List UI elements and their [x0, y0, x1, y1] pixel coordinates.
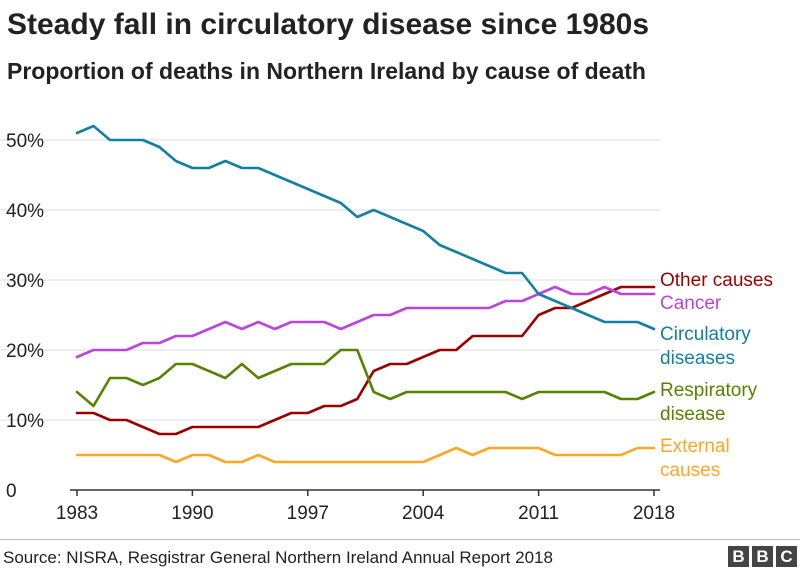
- series-label-respiratory-disease: disease: [660, 404, 726, 425]
- series-line-respiratory-disease: [75, 348, 656, 408]
- series-label-respiratory-disease: Respiratory: [660, 380, 758, 401]
- x-tick-label: 1983: [56, 503, 98, 524]
- gridlines: [0, 139, 660, 421]
- x-tick-label: 1990: [171, 503, 213, 524]
- y-tick-label: 50%: [6, 131, 44, 152]
- bbc-logo: B B C: [728, 546, 797, 567]
- series-label-external-causes: External: [660, 436, 730, 457]
- series-label-external-causes: causes: [660, 460, 720, 481]
- bbc-logo-letter-1: B: [728, 546, 749, 567]
- x-tick-label: 2018: [633, 503, 675, 524]
- footer-divider: [0, 539, 800, 540]
- series-line-circulatory-diseases: [75, 124, 656, 331]
- series-label-circulatory-diseases: diseases: [660, 348, 735, 369]
- chart-title: Steady fall in circulatory disease since…: [7, 8, 650, 41]
- source-note: Source: NISRA, Resgistrar General Northe…: [3, 548, 553, 567]
- series-line-external-causes: [75, 446, 656, 464]
- x-tick-label: 1997: [287, 503, 329, 524]
- y-tick-label: 40%: [6, 201, 44, 222]
- series-line-cancer: [75, 285, 656, 359]
- y-tick-label: 20%: [6, 341, 44, 362]
- y-tick-label: 30%: [6, 271, 44, 292]
- y-axis: 0 10% 20% 30% 40% 50%: [6, 131, 44, 502]
- series-line-other-causes: [75, 285, 656, 436]
- bbc-logo-letter-3: C: [776, 546, 797, 567]
- x-tick-label: 2004: [402, 503, 445, 524]
- y-tick-label: 0: [6, 481, 17, 502]
- series-label-cancer: Cancer: [660, 293, 722, 314]
- y-tick-label: 10%: [6, 411, 44, 432]
- series-label-other-causes: Other causes: [660, 270, 773, 291]
- series-label-circulatory-diseases: Circulatory: [660, 324, 751, 345]
- x-tick-label: 2011: [518, 503, 559, 524]
- chart-subtitle: Proportion of deaths in Northern Ireland…: [7, 58, 646, 84]
- bbc-logo-letter-2: B: [752, 546, 773, 567]
- series-lines: [75, 124, 656, 464]
- x-axis: 1983 1990 1997 2004 2011 2018: [56, 489, 675, 524]
